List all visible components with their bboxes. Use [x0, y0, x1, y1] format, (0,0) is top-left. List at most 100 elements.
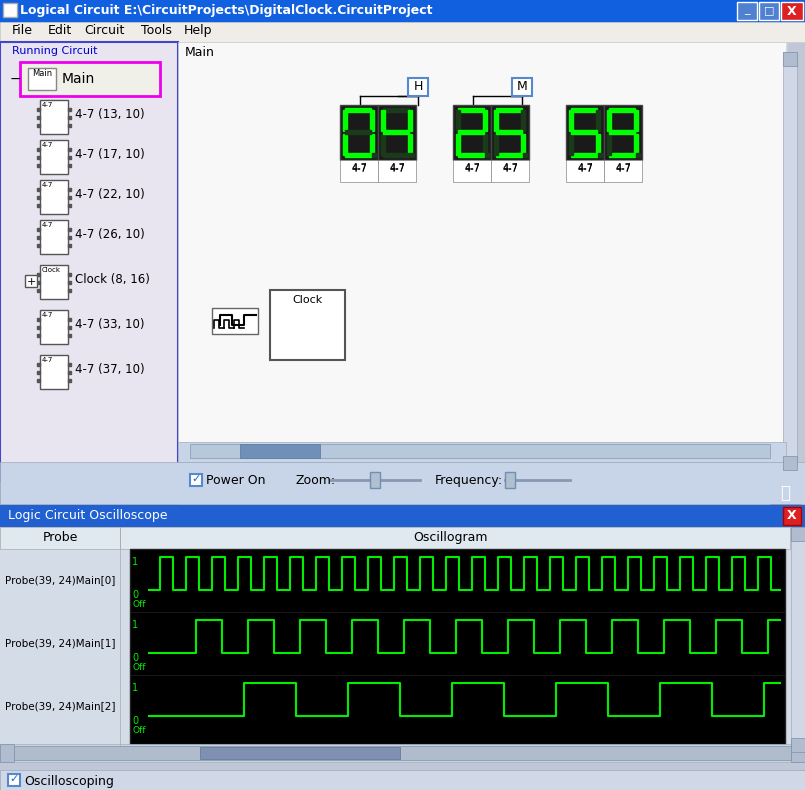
Bar	[25, 275, 37, 287]
Bar	[571, 108, 597, 112]
Bar	[40, 220, 68, 254]
Bar	[0, 462, 805, 504]
Bar	[200, 747, 400, 759]
Bar	[343, 134, 347, 155]
Bar	[483, 110, 487, 131]
Bar	[378, 160, 416, 182]
Text: Probe: Probe	[43, 531, 78, 544]
Bar	[240, 444, 320, 458]
Bar	[607, 110, 611, 131]
Text: X: X	[787, 509, 797, 522]
Text: 4-7 (33, 10): 4-7 (33, 10)	[75, 318, 145, 331]
Bar	[456, 134, 460, 155]
Text: +: +	[27, 277, 35, 287]
Text: 4-7: 4-7	[42, 182, 53, 188]
Text: Main: Main	[185, 46, 215, 59]
Bar	[783, 456, 797, 470]
Bar	[494, 110, 498, 131]
Bar	[634, 134, 638, 155]
Bar	[566, 160, 604, 182]
Text: 4-7: 4-7	[502, 163, 518, 173]
Bar	[791, 527, 805, 752]
Text: Clock: Clock	[42, 267, 61, 273]
Bar	[37, 228, 40, 231]
Text: 4-7: 4-7	[502, 164, 518, 174]
Bar	[0, 22, 805, 42]
Bar	[634, 110, 638, 131]
Bar	[596, 110, 600, 131]
Bar	[523, 153, 527, 157]
Bar	[68, 236, 71, 239]
Bar	[8, 774, 20, 786]
Bar	[496, 108, 522, 112]
Bar	[783, 507, 801, 525]
Bar	[370, 134, 374, 155]
Bar	[791, 527, 805, 541]
Bar	[569, 110, 573, 131]
Bar	[458, 130, 484, 134]
Bar	[345, 130, 371, 134]
Text: 4-7 (13, 10): 4-7 (13, 10)	[75, 108, 145, 121]
Bar	[178, 42, 786, 486]
Text: H: H	[413, 80, 423, 93]
Bar	[37, 371, 40, 374]
Bar	[20, 62, 160, 96]
Bar	[521, 110, 525, 131]
Bar	[483, 134, 487, 155]
Bar	[458, 153, 484, 157]
Bar	[410, 153, 414, 157]
Bar	[14, 746, 791, 760]
Bar	[68, 156, 71, 159]
Bar	[0, 505, 805, 527]
Bar	[68, 289, 71, 292]
Bar	[68, 164, 71, 167]
Text: Logic Circuit Oscilloscope: Logic Circuit Oscilloscope	[8, 509, 167, 522]
Bar	[120, 527, 790, 549]
Text: 4-7: 4-7	[42, 222, 53, 228]
Text: −: −	[10, 72, 22, 86]
Bar	[496, 130, 522, 134]
Text: Oscilloscoping: Oscilloscoping	[24, 775, 114, 788]
Text: 1: 1	[132, 620, 138, 630]
Bar	[0, 0, 805, 22]
Bar	[40, 310, 68, 344]
Text: 4-7: 4-7	[351, 164, 367, 174]
Bar	[37, 281, 40, 284]
Bar	[609, 153, 635, 157]
Bar	[781, 2, 803, 20]
Text: X: X	[787, 5, 797, 18]
Bar	[68, 108, 71, 111]
Bar	[68, 148, 71, 151]
Text: 4-7: 4-7	[464, 164, 480, 174]
Bar	[37, 244, 40, 247]
Bar	[3, 3, 17, 17]
Bar	[68, 326, 71, 329]
Text: 4-7: 4-7	[577, 163, 593, 173]
Bar	[0, 527, 120, 549]
Bar	[783, 52, 797, 472]
Bar	[68, 204, 71, 207]
Text: ⏻: ⏻	[780, 484, 790, 502]
Text: ✓: ✓	[191, 474, 200, 484]
Bar	[270, 290, 345, 360]
Bar	[37, 289, 40, 292]
Bar	[190, 474, 202, 486]
Bar	[68, 196, 71, 199]
Text: 4-7: 4-7	[464, 163, 480, 173]
Text: Oscillogram: Oscillogram	[413, 531, 487, 544]
Bar	[571, 153, 597, 157]
Text: Clock(8, 16): Clock(8, 16)	[5, 485, 76, 498]
Bar	[0, 770, 805, 790]
Bar	[68, 334, 71, 337]
Text: □: □	[764, 5, 774, 15]
Bar	[345, 108, 371, 112]
Bar	[370, 472, 380, 488]
Bar	[0, 482, 178, 504]
Bar	[607, 134, 611, 155]
Bar	[378, 105, 416, 160]
Bar	[0, 42, 178, 504]
Bar	[381, 110, 385, 131]
Bar	[408, 134, 412, 155]
Text: Off: Off	[132, 600, 146, 609]
Bar	[178, 442, 786, 462]
